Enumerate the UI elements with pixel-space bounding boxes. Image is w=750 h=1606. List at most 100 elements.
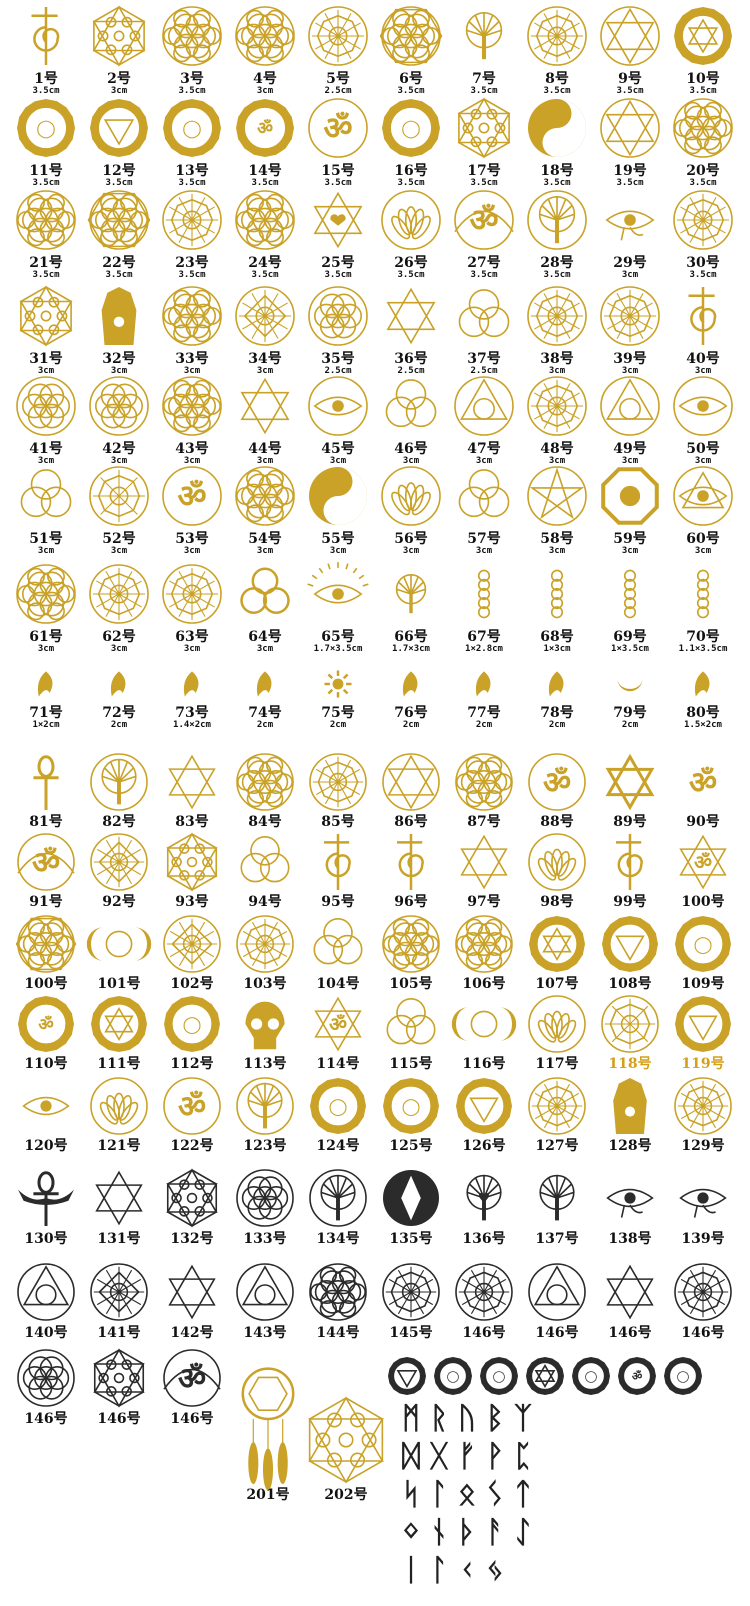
catalog-item-section2 (168, 754, 216, 810)
om-mandala-icon: ॐ (163, 1077, 221, 1135)
symbol-size: 3cm (621, 366, 639, 376)
symbol-number: 59号 (613, 531, 647, 547)
symbol-label: 40号 3cm (653, 352, 750, 376)
symbol-number: 146号 (24, 1411, 68, 1427)
yin-yang-icon (309, 467, 367, 525)
catalog-item-section1 (16, 376, 76, 436)
root-chakra-icon (456, 1078, 512, 1134)
symbol-number: 21号 (29, 255, 63, 271)
symbol-size: 3.5cm (178, 178, 206, 188)
symbol-label: 106号 (434, 977, 534, 991)
catalog-item-section1 (550, 569, 564, 619)
mandala-icon (382, 1263, 440, 1321)
svg-text:◯: ◯ (677, 1369, 690, 1383)
symbol-number: 16号 (394, 163, 428, 179)
rune-glyph: ᚷ (430, 1439, 448, 1474)
symbol-number: 78号 (540, 705, 574, 721)
symbol-size: 3cm (329, 456, 347, 466)
catalog-item-section3 (95, 1170, 143, 1226)
catalog-item-section1 (162, 190, 222, 250)
catalog-item-section2: ॐ (17, 833, 75, 891)
symbol-label: 55号 3cm (288, 532, 388, 556)
catalog-item-section1 (458, 289, 510, 338)
symbol-label: 146号 (434, 1326, 534, 1340)
svg-text:ॐ: ॐ (38, 1014, 53, 1034)
symbol-number: 119号 (681, 1056, 725, 1072)
symbol-size: 3cm (110, 644, 128, 654)
symbol-label: 92号 (69, 895, 169, 909)
rune-glyph: ᛜ (402, 1515, 420, 1550)
rune-glyph: ᛇ (514, 1515, 532, 1550)
symbol-number: 49号 (613, 441, 647, 457)
symbol-label: 38号 3cm (507, 352, 607, 376)
star-mandala-icon (309, 753, 367, 811)
symbol-label: 101号 (69, 977, 169, 991)
symbol-label: 76号 2cm (361, 706, 461, 730)
symbol-label: 99号 (580, 895, 680, 909)
symbol-number: 138号 (608, 1231, 652, 1247)
symbol-number: 40号 (686, 351, 720, 367)
svg-text:◯: ◯ (585, 1369, 598, 1383)
symbol-number: 129号 (681, 1138, 725, 1154)
reiki-choku-rei-icon (31, 7, 60, 65)
chakra-set-item: ॐ (618, 1357, 656, 1395)
symbol-label: 75号 2cm (288, 706, 388, 730)
symbol-number: 134号 (316, 1231, 360, 1247)
symbol-number: 142号 (170, 1325, 214, 1341)
tree-of-life-heart-icon: ♥ (466, 1174, 502, 1221)
symbol-number: 7号 (472, 71, 496, 87)
reiki-symbol-icon (397, 834, 424, 890)
symbol-number: 62号 (102, 629, 136, 645)
symbol-label: 94号 (215, 895, 315, 909)
catalog-item-dreamcatcher (241, 1367, 295, 1491)
symbol-size: 3cm (110, 366, 128, 376)
catalog-item-section1 (308, 286, 368, 346)
symbol-number: 6号 (399, 71, 423, 87)
symbol-label: 72号 2cm (69, 706, 169, 730)
symbol-label: 10号 3.5cm (653, 72, 750, 96)
symbol-number: 140号 (24, 1325, 68, 1341)
catalog-item-section3 (90, 1263, 148, 1321)
catalog-item-section1 (694, 671, 710, 697)
catalog-item-section1 (381, 466, 441, 526)
symbol-number: 20号 (686, 163, 720, 179)
symbol-number: 34号 (248, 351, 282, 367)
symbol-label: 74号 2cm (215, 706, 315, 730)
symbol-size: 2.5cm (470, 366, 498, 376)
symbol-size: 3cm (37, 546, 55, 556)
symbol-label: 24号 3.5cm (215, 256, 315, 280)
svg-text:◯: ◯ (36, 119, 55, 139)
catalog-item-section1 (527, 466, 587, 526)
sun-glyph-icon (324, 670, 352, 698)
symbol-size: 3cm (183, 644, 201, 654)
catalog-item-section1: ◯ (163, 99, 221, 157)
symbol-label: 146号 (69, 1412, 169, 1426)
catalog-item-section2 (309, 753, 367, 811)
catalog-item-section1 (162, 376, 222, 436)
symbol-size: 3cm (694, 366, 712, 376)
catalog-item-section1 (673, 376, 733, 436)
catalog-item-section1 (92, 5, 146, 67)
catalog-item-section2 (236, 915, 294, 973)
catalog-item-section2 (386, 997, 436, 1045)
symbol-label: 58号 3cm (507, 532, 607, 556)
symbol-label: 1号 3.5cm (0, 72, 96, 96)
symbol-number: 133号 (243, 1231, 287, 1247)
symbol-size: 2cm (621, 720, 639, 730)
symbol-number: 201号 (246, 1487, 290, 1503)
seed-of-life-icon (236, 1169, 294, 1227)
sanskrit-glyph-icon (475, 671, 491, 697)
om-lotus-icon: ॐ (454, 190, 514, 250)
symbol-number: 75号 (321, 705, 355, 721)
symbol-number: 108号 (608, 976, 652, 992)
symbol-size: 1.7×3.5cm (313, 644, 363, 654)
symbol-number: 126号 (462, 1138, 506, 1154)
catalog-item-section2 (15, 915, 77, 973)
symbol-number: 70号 (686, 629, 720, 645)
symbol-label: 56号 3cm (361, 532, 461, 556)
catalog-item-section2 (460, 834, 508, 890)
symbol-number: 25号 (321, 255, 355, 271)
symbol-size: 2.5cm (324, 366, 352, 376)
triquetra-icon (386, 997, 436, 1045)
symbol-label: 67号 1×2.8cm (434, 630, 534, 654)
